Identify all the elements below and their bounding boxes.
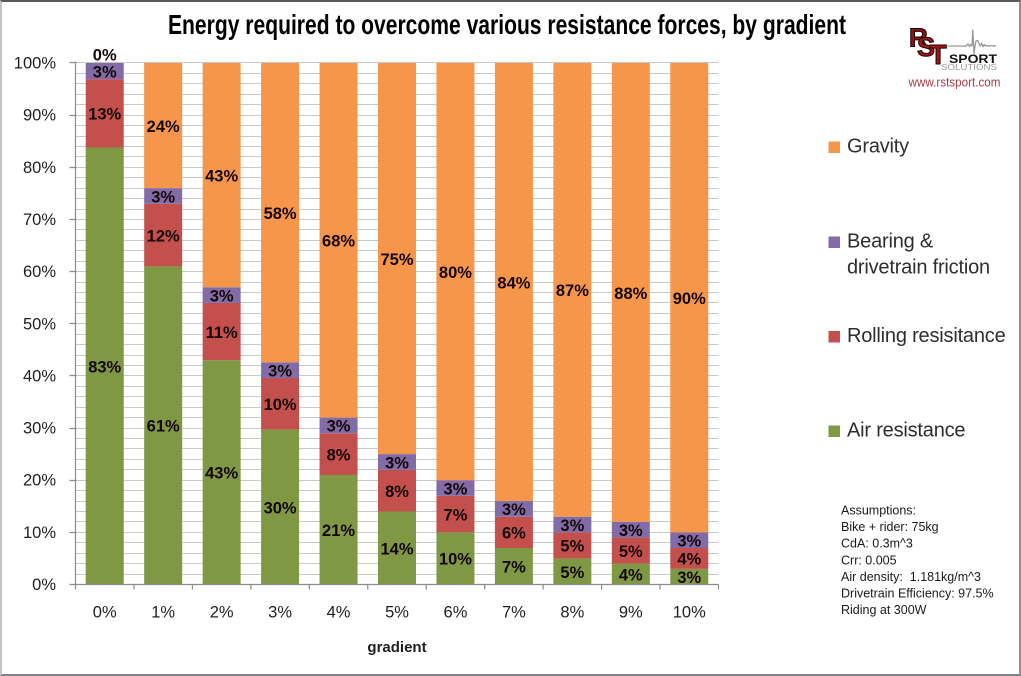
svg-text:gradient: gradient: [367, 639, 426, 656]
svg-text:3%: 3%: [385, 454, 409, 472]
svg-text:Gravity: Gravity: [847, 136, 909, 158]
svg-text:10%: 10%: [673, 604, 706, 622]
svg-text:80%: 80%: [439, 264, 472, 282]
svg-text:SOLUTIONS: SOLUTIONS: [941, 62, 997, 72]
svg-text:21%: 21%: [322, 522, 355, 540]
svg-text:3%: 3%: [619, 522, 643, 540]
svg-text:24%: 24%: [147, 118, 180, 136]
svg-text:50%: 50%: [23, 315, 56, 333]
svg-text:7%: 7%: [502, 604, 526, 622]
svg-text:3%: 3%: [677, 569, 701, 587]
svg-text:12%: 12%: [147, 227, 180, 245]
svg-text:30%: 30%: [264, 499, 297, 517]
svg-text:3%: 3%: [268, 362, 292, 380]
svg-text:43%: 43%: [205, 465, 238, 483]
svg-text:3%: 3%: [151, 188, 175, 206]
svg-text:Crr: 0.005: Crr: 0.005: [841, 553, 897, 567]
svg-text:10%: 10%: [439, 551, 472, 569]
svg-text:Air density: 1.181kg/m^3: Air density: 1.181kg/m^3: [841, 570, 981, 584]
svg-text:60%: 60%: [23, 263, 56, 281]
svg-text:Assumptions:: Assumptions:: [841, 504, 916, 518]
svg-text:13%: 13%: [88, 106, 121, 124]
svg-text:58%: 58%: [264, 205, 297, 223]
svg-text:5%: 5%: [560, 538, 584, 556]
svg-text:75%: 75%: [380, 251, 413, 269]
svg-text:Energy required to overcome va: Energy required to overcome various resi…: [168, 9, 846, 40]
svg-text:43%: 43%: [205, 167, 238, 185]
svg-text:Bearing &: Bearing &: [847, 231, 934, 253]
svg-text:7%: 7%: [444, 506, 468, 524]
svg-text:4%: 4%: [619, 566, 643, 584]
svg-text:4%: 4%: [677, 551, 701, 569]
svg-text:8%: 8%: [385, 483, 409, 501]
svg-text:0%: 0%: [93, 47, 117, 65]
svg-text:3%: 3%: [327, 418, 351, 436]
svg-text:11%: 11%: [206, 324, 238, 342]
svg-text:Drivetrain Efficiency: 97.5%: Drivetrain Efficiency: 97.5%: [841, 587, 994, 601]
svg-text:5%: 5%: [385, 604, 409, 622]
svg-text:SPORT: SPORT: [949, 52, 998, 66]
svg-text:6%: 6%: [502, 525, 526, 543]
svg-text:88%: 88%: [614, 285, 647, 303]
svg-text:3%: 3%: [93, 63, 117, 81]
svg-text:0%: 0%: [32, 576, 56, 594]
svg-text:CdA: 0.3m^3: CdA: 0.3m^3: [841, 537, 913, 551]
svg-text:Air resistance: Air resistance: [847, 420, 965, 442]
svg-text:5%: 5%: [560, 564, 584, 582]
svg-text:S: S: [917, 32, 935, 62]
svg-text:10%: 10%: [23, 524, 56, 542]
svg-text:61%: 61%: [147, 418, 180, 436]
svg-text:3%: 3%: [268, 604, 292, 622]
svg-text:9%: 9%: [619, 604, 643, 622]
svg-text:T: T: [930, 39, 947, 70]
svg-text:10%: 10%: [264, 396, 297, 414]
svg-text:100%: 100%: [14, 55, 57, 73]
svg-text:70%: 70%: [23, 211, 56, 229]
svg-text:90%: 90%: [673, 290, 706, 308]
svg-text:2%: 2%: [210, 604, 234, 622]
svg-text:5%: 5%: [619, 543, 643, 561]
svg-text:68%: 68%: [322, 233, 355, 251]
svg-text:4%: 4%: [327, 604, 351, 622]
svg-text:3%: 3%: [210, 287, 234, 305]
svg-text:R: R: [909, 23, 928, 53]
svg-text:3%: 3%: [677, 532, 701, 550]
svg-text:20%: 20%: [23, 472, 56, 490]
svg-text:40%: 40%: [23, 367, 56, 385]
svg-text:3%: 3%: [444, 480, 468, 498]
svg-text:Rolling resisitance: Rolling resisitance: [847, 325, 1006, 347]
svg-text:84%: 84%: [497, 274, 530, 292]
svg-text:80%: 80%: [23, 159, 56, 177]
svg-text:90%: 90%: [23, 107, 56, 125]
svg-text:3%: 3%: [502, 501, 526, 519]
svg-text:14%: 14%: [380, 540, 413, 558]
svg-text:3%: 3%: [560, 517, 584, 535]
svg-text:87%: 87%: [556, 282, 589, 300]
svg-text:30%: 30%: [23, 420, 56, 438]
svg-text:8%: 8%: [327, 446, 351, 464]
svg-text:1%: 1%: [151, 604, 175, 622]
svg-text:6%: 6%: [444, 604, 468, 622]
svg-text:8%: 8%: [560, 604, 584, 622]
svg-text:Riding at 300W: Riding at 300W: [841, 603, 927, 617]
svg-text:www.rstsport.com: www.rstsport.com: [908, 75, 1001, 90]
svg-text:0%: 0%: [93, 604, 117, 622]
svg-text:83%: 83%: [88, 358, 121, 376]
svg-text:drivetrain friction: drivetrain friction: [847, 257, 990, 279]
svg-text:7%: 7%: [502, 559, 526, 577]
svg-text:Bike + rider: 75kg: Bike + rider: 75kg: [841, 520, 939, 534]
